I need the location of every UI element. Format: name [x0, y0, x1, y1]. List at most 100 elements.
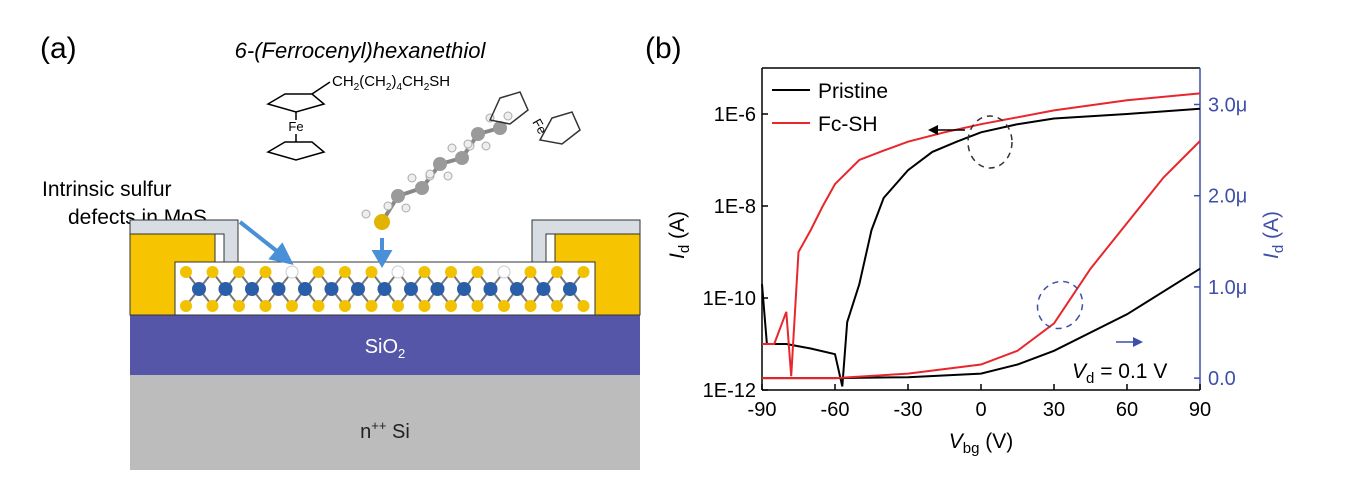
x-tick-label: 30 — [1043, 399, 1065, 421]
mo-atom — [192, 282, 206, 296]
sulfur-atom — [471, 266, 484, 278]
mo-atom — [271, 282, 286, 296]
sulfur-atom — [180, 300, 192, 312]
label-sub: d — [1086, 370, 1094, 387]
h-atom — [481, 141, 491, 151]
arrow-head — [371, 250, 393, 268]
h-atom — [503, 111, 513, 121]
y2label: Id (A) — [1260, 211, 1287, 259]
mo-atom — [245, 282, 259, 296]
mo-atom — [430, 282, 445, 296]
mo-atom — [483, 282, 498, 296]
y-tick-label: 1E-10 — [703, 288, 756, 310]
guide-ellipse — [967, 115, 1013, 169]
silicon — [130, 375, 640, 470]
label-italic: I — [666, 253, 689, 259]
c-atom — [471, 127, 485, 141]
c-atom — [391, 189, 405, 203]
series-line — [762, 92, 1201, 377]
label-sub: d — [676, 245, 693, 253]
formula-sub: 2 — [424, 82, 430, 93]
cp-ring — [538, 111, 581, 145]
sulfur-atom — [233, 300, 245, 312]
x-tick-label: -60 — [821, 399, 850, 421]
c-atom — [455, 151, 469, 165]
cp-ring — [266, 141, 326, 161]
sulfur-atom — [365, 300, 378, 312]
y2-tick-label: 0.0 — [1208, 368, 1236, 390]
formula-sub: 4 — [396, 82, 402, 93]
mo-atom — [351, 282, 365, 296]
sulfur-atom — [286, 300, 298, 312]
panel-label: (b) — [645, 32, 682, 65]
formula: CH2(CH2)4CH2SH — [332, 73, 450, 93]
h-atom — [361, 209, 371, 219]
label-sub: bg — [963, 440, 980, 457]
sulfur-atom — [418, 266, 431, 278]
sulfur-atom — [312, 266, 325, 278]
sulfur-atom — [445, 266, 457, 278]
sulfur-atom — [497, 265, 511, 279]
xlabel: Vbg (V) — [949, 430, 1014, 457]
substrate-label-part: n — [360, 421, 371, 443]
h-atom — [443, 171, 453, 181]
sulfur-atom — [445, 300, 457, 312]
mo-atom — [536, 282, 551, 296]
guide-arrow-head — [1133, 337, 1143, 347]
x-tick-label: 60 — [1116, 399, 1138, 421]
c-atom — [415, 181, 429, 195]
legend-label: Pristine — [818, 80, 888, 103]
sulfur-atom — [374, 214, 390, 230]
series-line — [761, 107, 1201, 387]
formula-part: CH — [402, 73, 424, 90]
sulfur-atom — [206, 300, 219, 312]
arrows — [238, 220, 393, 268]
sulfur-atom — [206, 266, 219, 278]
fe-label: Fe — [288, 119, 303, 134]
sulfur-atom — [551, 266, 563, 278]
legend-label: Fc-SH — [818, 113, 878, 136]
defect-label: Intrinsic sulfur — [42, 178, 172, 201]
label-part: (A) — [1260, 211, 1283, 245]
h-atom — [425, 169, 435, 179]
label-italic: V — [1072, 360, 1088, 383]
label-part: (V) — [979, 430, 1013, 453]
sulfur-atom — [285, 265, 299, 279]
mo-atom — [377, 282, 392, 296]
molecule-name: 6-(Ferrocenyl)hexanethiol — [235, 38, 487, 63]
guide-arrow-head — [928, 125, 938, 135]
substrate-label: n++ Si — [360, 418, 410, 443]
formula-part: SH — [429, 73, 450, 90]
sio2 — [130, 315, 640, 375]
formula-sub: 2 — [354, 82, 360, 93]
bond — [311, 81, 331, 95]
sulfur-atom — [471, 300, 484, 312]
oxide-label-part: SiO — [365, 336, 398, 358]
panel-label: (a) — [40, 32, 77, 65]
h-atom — [447, 143, 457, 153]
x-tick-label: -30 — [894, 399, 923, 421]
mo-atom — [404, 282, 418, 296]
sulfur-atom — [259, 300, 272, 312]
label-italic: I — [1260, 253, 1283, 259]
mo-atom — [324, 282, 339, 296]
arrow-head — [268, 242, 294, 265]
ylabel: Id (A) — [666, 211, 693, 259]
sulfur-atom — [551, 300, 563, 312]
oxide-label: SiO2 — [365, 336, 406, 361]
sulfur-atom — [339, 266, 351, 278]
sulfur-atom — [391, 265, 405, 279]
formula-part: ) — [391, 73, 396, 90]
mo-atom — [563, 282, 577, 296]
sulfur-atom — [392, 300, 404, 312]
guide-ellipse — [1036, 280, 1084, 330]
x-tick-label: 90 — [1189, 399, 1211, 421]
label-sub: d — [1270, 245, 1287, 253]
mo-atom — [457, 282, 471, 296]
sulfur-atom — [577, 300, 590, 312]
mos2-lattice — [180, 265, 590, 312]
h-atom — [383, 201, 393, 211]
chart: -90 -60 -30 0 30 60 90 1E-12 1E-10 1E-8 1E-6 0.0 1.0… — [666, 67, 1287, 457]
label-part: = 0.1 V — [1094, 360, 1167, 383]
